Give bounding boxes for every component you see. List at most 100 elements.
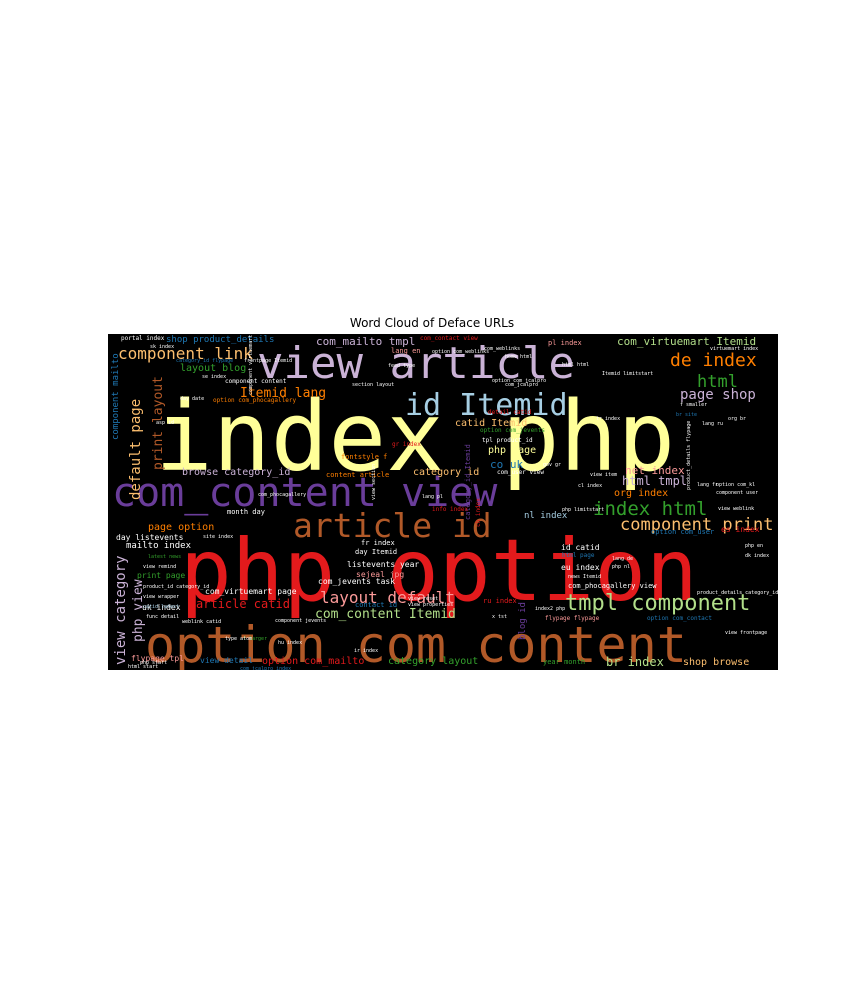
word-month-day: month day [227, 508, 265, 516]
word-option-com-user: option com_user [651, 528, 714, 536]
word-default-page: default page [128, 399, 144, 500]
word-lang-pl: lang pl [422, 494, 443, 500]
word-catid-itemid: catid Itemid [455, 418, 527, 429]
word-content-article: content article [326, 471, 389, 479]
word-com-jcalpro-index: com_jcalpro index [240, 666, 291, 670]
word-print-layout: print layout [151, 376, 166, 470]
word-html-start: html start [128, 664, 158, 670]
word-option-com-mailto: option com_mailto [262, 656, 364, 667]
word-com-weblinks: com_weblinks [484, 346, 520, 352]
word-fr-index: fr index [361, 539, 395, 547]
word-option-com-contact: option com_contact [647, 615, 712, 622]
word-catid-latest: catid latest [143, 604, 179, 610]
word-com-virtuemart-itemid: com_virtuemart Itemid [617, 335, 756, 348]
word-category-id: category id [413, 467, 479, 478]
word-com-virtuemart-page: com_virtuemart page [205, 587, 297, 596]
word-com-contact-view: com_contact view [420, 335, 478, 342]
word-view-wrapper: view wrapper [143, 594, 179, 600]
word-option-com-jevents: option com_jevents [480, 427, 545, 434]
word-flypage-tpl: flypage tpl [131, 654, 184, 663]
word-net-index: net index [625, 464, 685, 477]
word-option-com-content: option com_content [145, 616, 687, 670]
word-product-details-category-id: product_details category_id [697, 590, 778, 596]
word-itemid-lang: Itemid lang [240, 386, 326, 401]
word-org-br: org br [728, 416, 746, 422]
word-view-item: view item [590, 472, 617, 478]
word-option-com-jcalpro: option com_jcalpro [492, 378, 546, 384]
word-browse-category-id: browse category_id [182, 467, 290, 478]
word-gov-gr: gov gr [543, 462, 561, 468]
word-tr-index: tr index [596, 416, 620, 422]
word-asp-id: asp id [156, 420, 174, 426]
word-php-en: php en [745, 543, 763, 549]
word-component-virtuemart: component virtuemart [248, 335, 254, 395]
word-feed-type: feed type [388, 363, 415, 369]
word-sk-index: sk index [150, 344, 174, 350]
word-id-itemid: id Itemid [405, 388, 568, 423]
word-php-nl: php nl [612, 564, 630, 570]
word-dk-index: dk index [745, 553, 769, 559]
word-mailto-index: mailto index [126, 541, 192, 551]
chart-title: Word Cloud of Deface URLs [349, 316, 515, 330]
word-view-properties: view properties [408, 602, 453, 608]
word-option-com-phocagallery: option com_phocagallery [213, 397, 296, 404]
word-option-com-weblinks: option com_weblinks [432, 349, 489, 355]
word-tmpl-component: tmpl component [565, 591, 750, 616]
word-latest-news: latest news [148, 554, 181, 560]
word-product-id-category-id: product_id category_id [143, 584, 209, 590]
word-se-index: se index [202, 374, 226, 380]
word-com-content-itemid: com_content Itemid [315, 607, 456, 622]
word-virtuemart-index: virtuemart index [710, 346, 758, 352]
word-news-itemid: news Itemid [568, 574, 601, 580]
word-detail-catid: detail catid [488, 409, 532, 416]
word-cl-index: cl index [578, 483, 602, 489]
word-eu-index: eu index [561, 563, 600, 572]
word-year-month: year month [543, 658, 585, 666]
word-info-index: info index [432, 506, 469, 513]
word-category-id-flypage: category_id flypage [176, 358, 233, 364]
word-component-mailto: component mailto [111, 353, 121, 440]
word-f-larger: f larger [243, 636, 267, 642]
word-f-smaller: f smaller [680, 402, 707, 408]
word-php-view: php view [131, 579, 146, 642]
word-ir-index: ir index [354, 648, 378, 654]
word-es-index: es index [721, 525, 760, 534]
word-func-detail: func detail [146, 614, 179, 620]
word-page-shop: page shop [680, 387, 756, 403]
word-php-page: php page [488, 445, 536, 456]
word-product-details-flypage: product_details flypage [686, 421, 692, 490]
word-category-id-itemid: category_id Itemid [464, 444, 472, 520]
word-itemid-limitstart: Itemid limitstart [602, 371, 653, 377]
word-tpl-product-id: tpl product_id [482, 437, 533, 444]
word-ch-index: ch index [475, 498, 482, 527]
word-html-html: html html [562, 362, 589, 368]
word-php-option: php option [180, 521, 698, 621]
word-print-page: print page [137, 571, 185, 580]
word-contact-id: contact id [355, 601, 397, 609]
word-home-html: home html [505, 354, 532, 360]
word-index2-php: index2 php [535, 606, 565, 612]
word-page-option: page option [148, 522, 214, 533]
word-day-listevents: day listevents [116, 533, 184, 542]
word-lang-de: lang de [612, 556, 633, 562]
word-day-itemid: day Itemid [355, 548, 397, 556]
word-frontpage-itemid: frontpage Itemid [244, 358, 292, 364]
word-org-index: org index [614, 488, 668, 499]
word-nl-index: nl index [524, 511, 568, 521]
word-view-section: view section [371, 464, 377, 500]
word-uk-index: uk index [142, 603, 181, 612]
word-php-start: php start [140, 660, 167, 666]
word-view-article: view article [257, 338, 575, 389]
word-view-reset: view reset [408, 596, 438, 602]
word-index-html: index html [593, 498, 707, 520]
word-blog-id: blog id [518, 602, 528, 640]
word-fontstyle-f: fontstyle f [341, 453, 387, 461]
word-listevents-year: listevents year [347, 560, 419, 569]
word-sejeal-jpg: sejeal jpg [356, 570, 404, 579]
word-flypage-flypage: flypage flypage [545, 615, 600, 622]
word-weblink-catid: weblink catid [182, 619, 221, 625]
word-view-frontpage: view frontpage [725, 630, 767, 636]
word-com-content-view: com_content view [112, 470, 498, 516]
word-site-index: site index [203, 534, 233, 540]
